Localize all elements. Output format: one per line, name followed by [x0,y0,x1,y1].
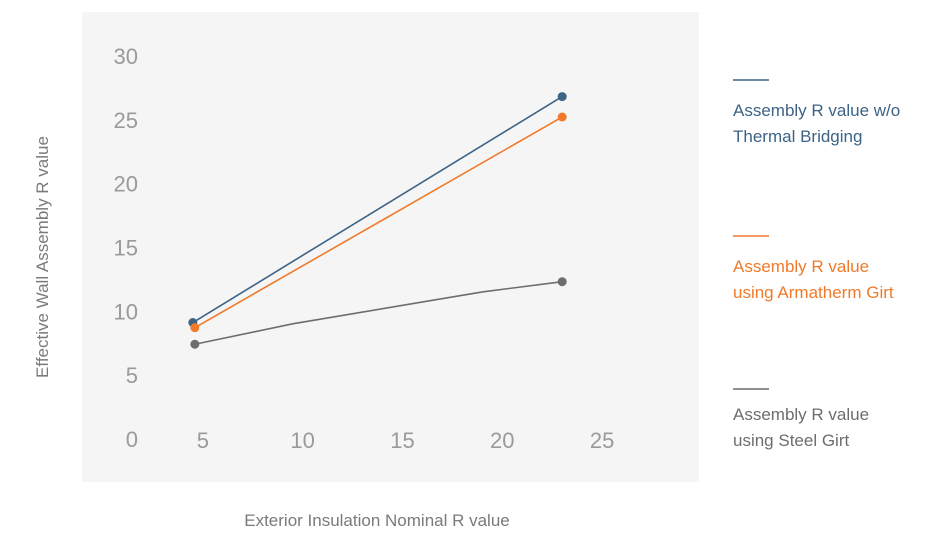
legend-label: Assembly R value [733,257,869,276]
series-line [194,116,563,329]
data-point [557,277,567,287]
legend: Assembly R value w/o Thermal Bridging Asse… [733,79,900,450]
x-tick-label: 10 [290,428,314,453]
series-points [188,92,567,349]
x-tick-label: 25 [590,428,614,453]
plot-background [82,12,699,482]
legend-label: Assembly R value [733,405,869,424]
legend-label: using Armatherm Girt [733,283,894,302]
data-point [190,339,200,349]
series-line [194,280,563,346]
x-tick-label: 15 [390,428,414,453]
y-tick-label: 25 [114,108,138,133]
x-tick-label: 5 [197,428,209,453]
y-axis-label: Effective Wall Assembly R value [33,136,52,378]
y-tick-labels: 0 5 10 15 20 25 30 [114,44,138,452]
x-tick-label: 20 [490,428,514,453]
x-tick-labels: 5 10 15 20 25 [197,428,615,453]
y-tick-label: 0 [126,427,138,452]
legend-label: Assembly R value w/o [733,101,900,120]
legend-label: Thermal Bridging [733,127,862,146]
series-lines [192,95,563,346]
legend-label: using Steel Girt [733,431,849,450]
y-tick-label: 15 [114,236,138,261]
data-point [557,112,567,122]
y-tick-label: 10 [114,299,138,324]
series-line [192,95,563,324]
x-axis-label: Exterior Insulation Nominal R value [244,511,510,530]
y-tick-label: 30 [114,44,138,69]
data-point [190,323,200,333]
data-point [557,92,567,102]
y-tick-label: 5 [126,363,138,388]
y-tick-label: 20 [114,172,138,197]
